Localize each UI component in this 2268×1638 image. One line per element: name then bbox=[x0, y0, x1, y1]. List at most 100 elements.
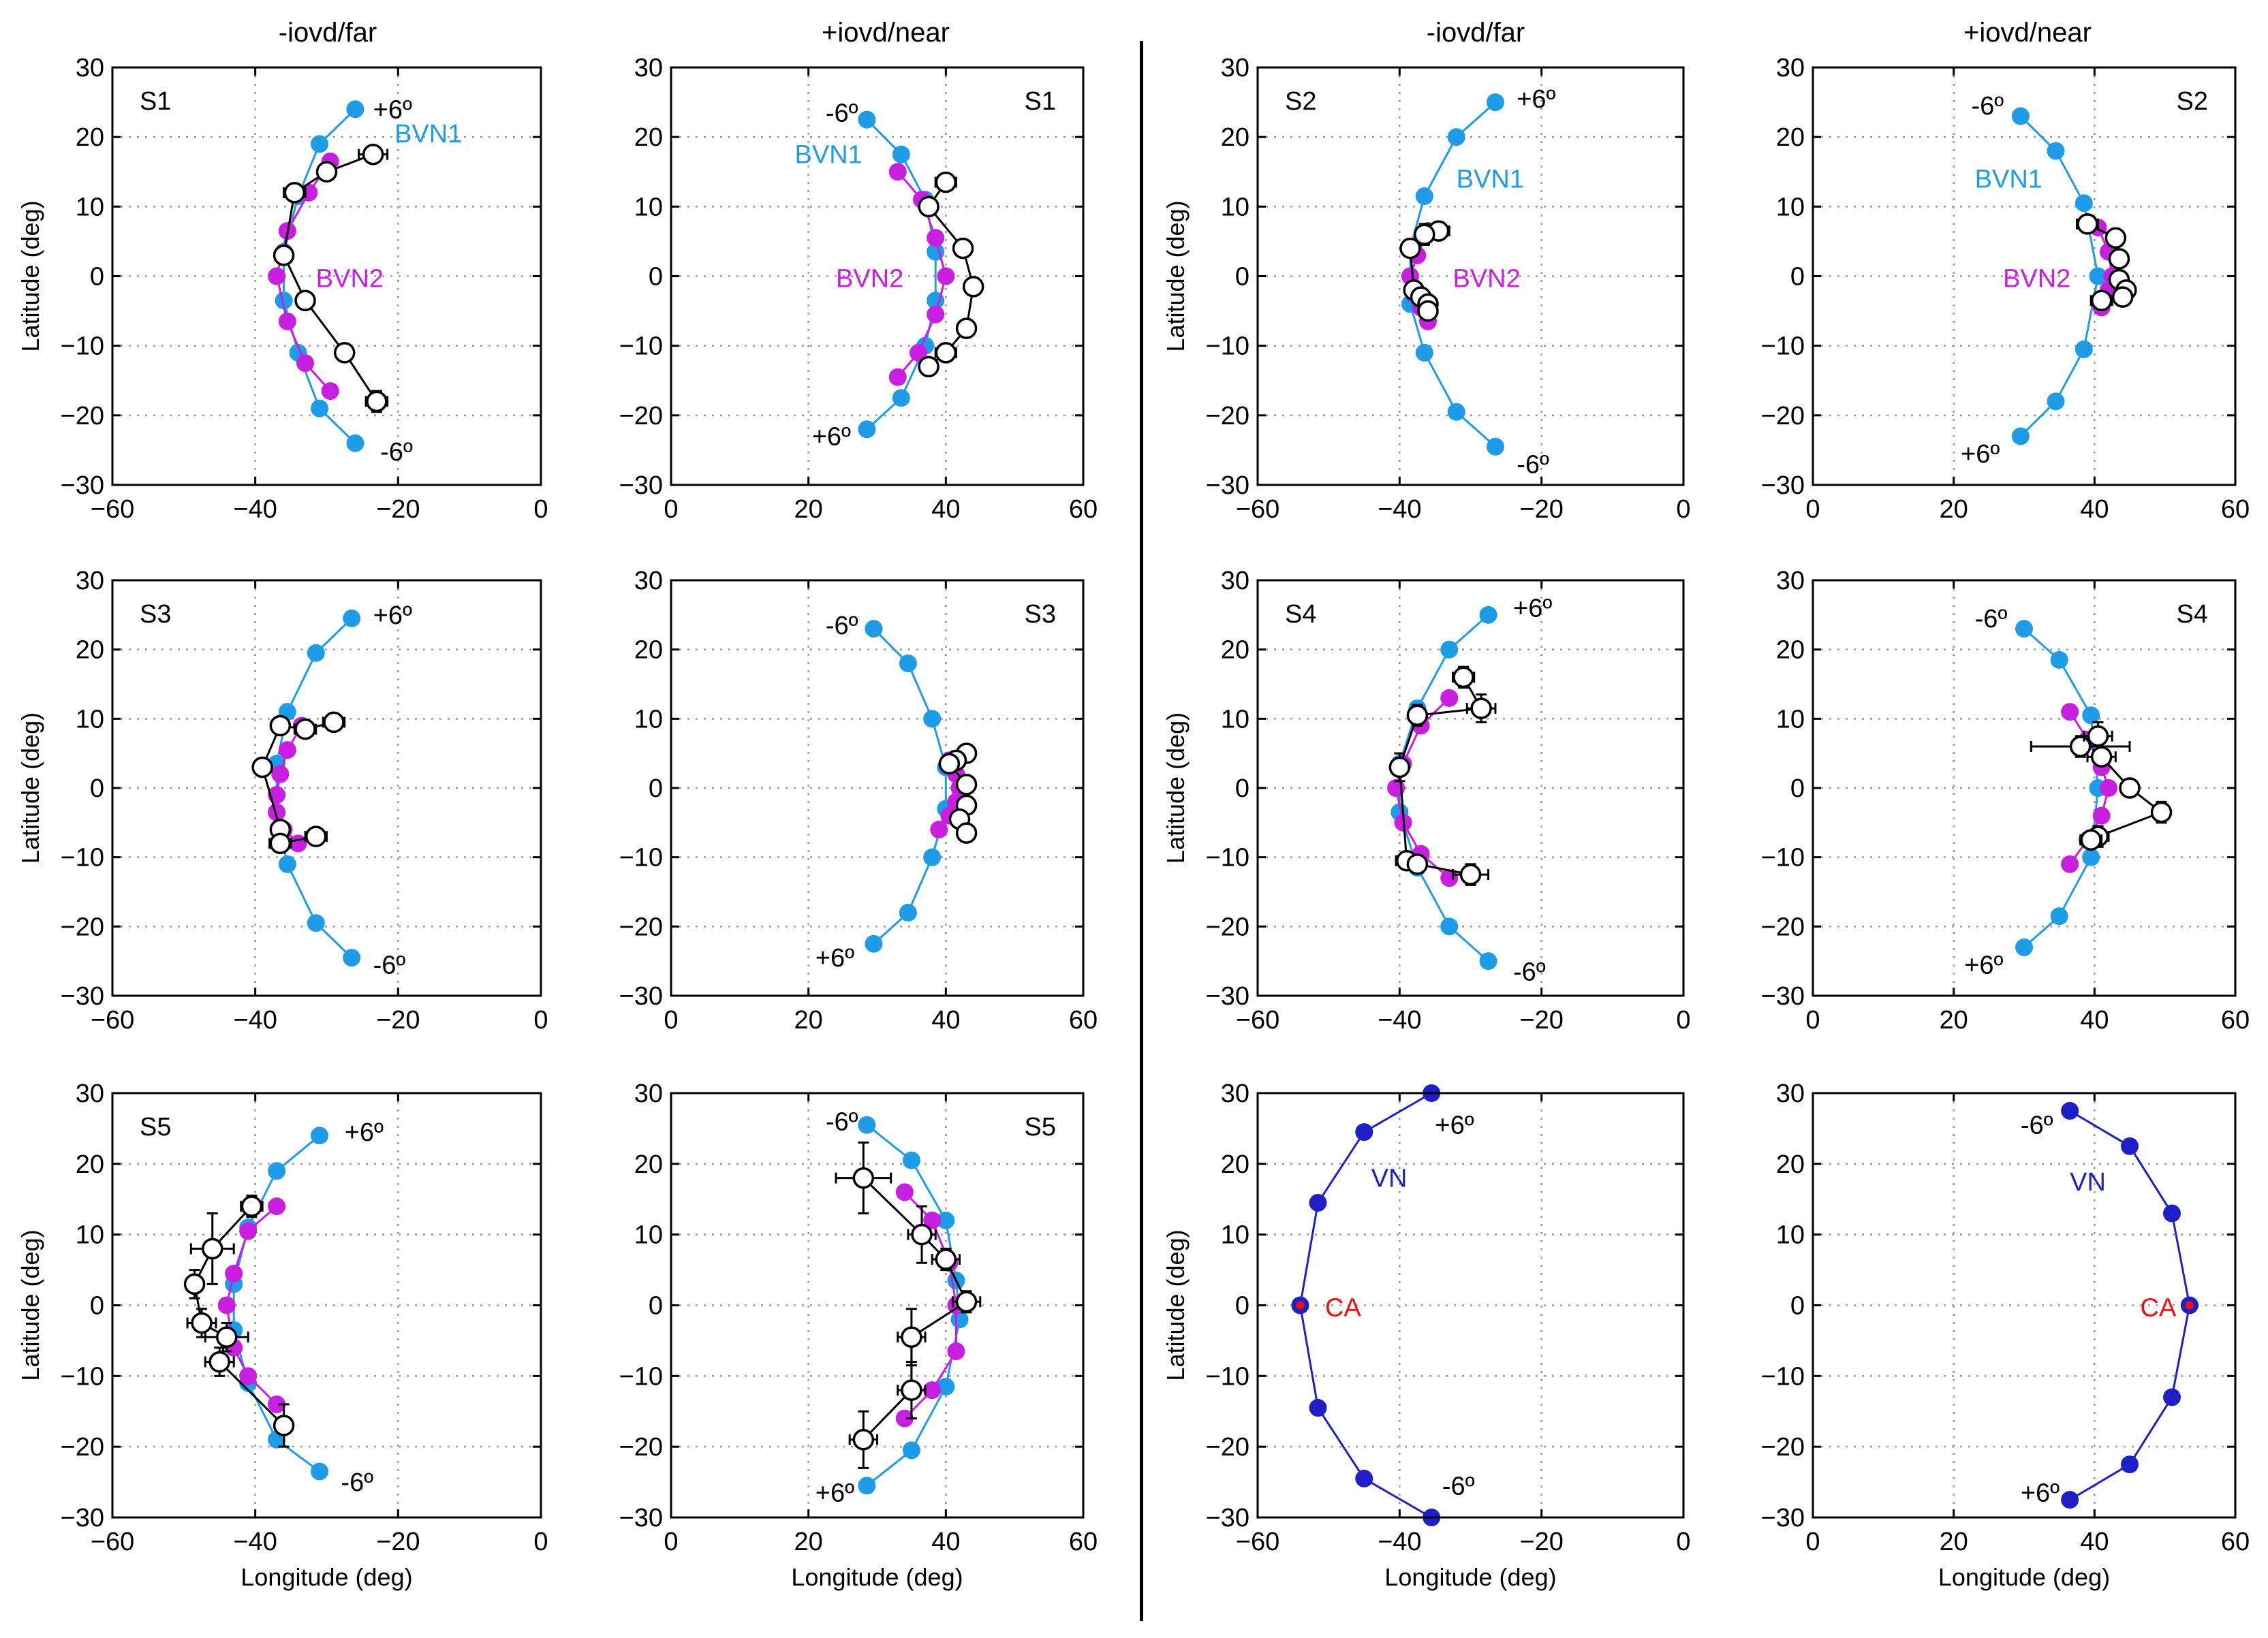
chart-panel-10: 0 20 40 60 −30 −20 −10 0 10 20 30 Longitude (deg) S5… bbox=[619, 1080, 1098, 1591]
annotation-label: +6º bbox=[1961, 440, 2000, 469]
y-tick-label: −20 bbox=[61, 402, 104, 430]
y-tick-label: −30 bbox=[61, 1504, 104, 1532]
column-title-3: -iovd/far bbox=[1426, 18, 1525, 48]
y-tick-label: −10 bbox=[619, 844, 663, 872]
data-point-measured bbox=[901, 1379, 922, 1401]
y-tick-label: 0 bbox=[90, 263, 104, 292]
annotation-label: -6º bbox=[1442, 1472, 1475, 1500]
x-tick-label: 60 bbox=[2221, 1006, 2250, 1035]
y-tick-label: −20 bbox=[619, 1433, 663, 1462]
data-point-vn bbox=[2121, 1455, 2139, 1474]
annotation-label: VN bbox=[2070, 1168, 2106, 1197]
y-tick-label: 10 bbox=[1776, 705, 1805, 734]
annotation-label: -6º bbox=[373, 951, 406, 979]
column-title-4: +iovd/near bbox=[1963, 18, 2092, 48]
y-axis-label: Latitude (deg) bbox=[16, 200, 44, 351]
subject-label: S2 bbox=[1285, 87, 1316, 116]
y-tick-label: −10 bbox=[1761, 1362, 1805, 1391]
series-measured bbox=[2030, 721, 2173, 851]
annotation-label: VN bbox=[1371, 1165, 1408, 1193]
x-tick-label: 20 bbox=[1940, 1528, 1968, 1556]
data-point-bvn1 bbox=[899, 655, 917, 672]
series-line-bvn1 bbox=[275, 617, 353, 959]
data-point-bvn1 bbox=[1447, 403, 1465, 421]
annotation-label: -6º bbox=[1972, 92, 2004, 121]
chart-panel-2: 0 20 40 60 −30 −20 −10 0 10 20 30 S1 -6º +6º BVN1 BVN2 bbox=[619, 54, 1098, 524]
data-point-bvn2 bbox=[923, 1381, 942, 1400]
data-point-measured bbox=[852, 1429, 875, 1451]
data-point-bvn2 bbox=[1440, 689, 1459, 707]
data-point-measured bbox=[269, 714, 292, 737]
series-measured bbox=[835, 1141, 982, 1469]
y-axis-label: Latitude (deg) bbox=[1162, 1229, 1190, 1381]
data-point-bvn1 bbox=[346, 434, 364, 452]
data-point-bvn1 bbox=[865, 934, 883, 953]
y-tick-label: 10 bbox=[1221, 1221, 1249, 1250]
data-point-bvn2 bbox=[930, 821, 948, 838]
data-point-bvn1 bbox=[1415, 187, 1433, 206]
subject-label: S3 bbox=[140, 600, 171, 629]
annotation-label: BVN1 bbox=[394, 120, 462, 148]
annotation-label: CA bbox=[2141, 1294, 2177, 1323]
data-point-measured bbox=[191, 1312, 213, 1334]
data-point-bvn1 bbox=[858, 420, 876, 439]
y-tick-label: 20 bbox=[634, 636, 663, 665]
x-tick-label: 40 bbox=[931, 495, 960, 524]
x-axis-label: Longitude (deg) bbox=[1384, 1563, 1556, 1591]
y-tick-label: 30 bbox=[634, 567, 663, 595]
y-tick-label: −30 bbox=[1206, 982, 1249, 1011]
y-tick-label: −10 bbox=[619, 332, 663, 361]
x-tick-label: −20 bbox=[1519, 1528, 1563, 1556]
column-title-2: +iovd/near bbox=[822, 18, 950, 48]
y-tick-label: −10 bbox=[1206, 332, 1249, 361]
y-tick-label: −30 bbox=[619, 1504, 663, 1532]
annotation-label: BVN2 bbox=[836, 265, 903, 294]
y-axis-label: Latitude (deg) bbox=[1162, 200, 1190, 351]
y-tick-label: 0 bbox=[1790, 1292, 1805, 1321]
annotation-label: +6º bbox=[1435, 1112, 1474, 1140]
y-tick-label: 0 bbox=[1235, 774, 1249, 803]
x-tick-label: −20 bbox=[1519, 1006, 1563, 1035]
y-tick-label: −10 bbox=[61, 1362, 104, 1391]
data-point-measured bbox=[2150, 801, 2173, 823]
y-tick-label: 10 bbox=[1221, 193, 1249, 221]
y-tick-label: 10 bbox=[1776, 193, 1805, 221]
y-tick-label: −10 bbox=[61, 332, 104, 361]
y-tick-label: −30 bbox=[1761, 982, 1805, 1011]
y-tick-label: −30 bbox=[1206, 1504, 1249, 1532]
data-point-vn bbox=[1355, 1123, 1373, 1141]
x-tick-label: 40 bbox=[2080, 1006, 2109, 1035]
data-point-measured bbox=[2104, 227, 2127, 249]
subject-label: S4 bbox=[1285, 600, 1316, 629]
annotation-label: -6º bbox=[1513, 958, 1546, 986]
data-point-measured bbox=[1406, 704, 1429, 726]
series-measured bbox=[2076, 213, 2137, 312]
series-line-bvn1 bbox=[866, 1124, 961, 1487]
x-tick-label: −20 bbox=[1519, 495, 1563, 524]
x-tick-label: 0 bbox=[1805, 495, 1820, 524]
data-point-vn bbox=[2121, 1137, 2139, 1155]
y-tick-label: 30 bbox=[1221, 54, 1249, 82]
x-tick-label: −40 bbox=[1378, 1528, 1421, 1556]
data-point-bvn1 bbox=[858, 1116, 876, 1134]
data-point-bvn1 bbox=[902, 1151, 920, 1169]
y-tick-label: −10 bbox=[61, 844, 104, 872]
y-tick-label: 0 bbox=[1235, 1292, 1249, 1321]
series-measured bbox=[1388, 665, 1497, 886]
data-point-bvn2 bbox=[239, 1222, 258, 1240]
annotation-label: +6º bbox=[373, 95, 412, 124]
data-point-vn bbox=[2061, 1491, 2079, 1509]
data-point-vn bbox=[2061, 1101, 2079, 1120]
data-point-measured bbox=[935, 1248, 957, 1270]
data-point-bvn1 bbox=[2011, 427, 2030, 445]
series-ca bbox=[1296, 1301, 1305, 1310]
y-tick-label: −30 bbox=[619, 471, 663, 500]
series-measured bbox=[183, 1195, 295, 1448]
x-tick-label: −40 bbox=[1378, 1006, 1421, 1035]
data-point-measured bbox=[273, 1415, 295, 1436]
data-point-measured bbox=[955, 822, 978, 844]
data-point-measured bbox=[1417, 300, 1439, 322]
data-point-bvn1 bbox=[343, 949, 361, 967]
data-point-bvn1 bbox=[2075, 194, 2093, 212]
data-point-bvn1 bbox=[346, 100, 364, 119]
